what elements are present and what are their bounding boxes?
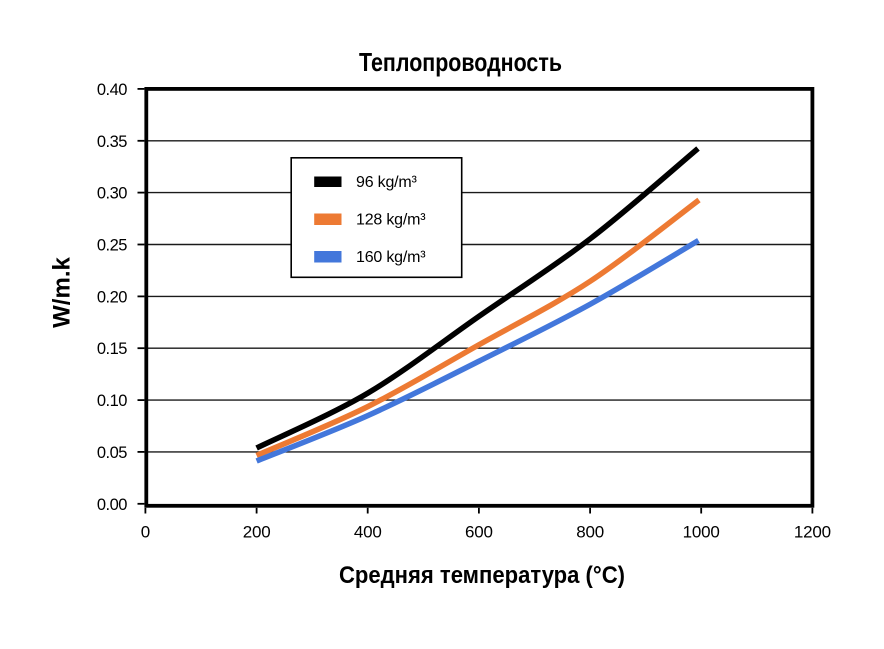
svg-text:0.05: 0.05 (97, 444, 127, 462)
svg-text:0.15: 0.15 (97, 340, 127, 358)
svg-text:96 kg/m³: 96 kg/m³ (356, 174, 418, 191)
svg-text:800: 800 (576, 523, 604, 542)
svg-text:0.00: 0.00 (97, 496, 127, 514)
svg-text:0.40: 0.40 (97, 81, 127, 99)
svg-text:0.30: 0.30 (97, 185, 127, 203)
svg-text:160 kg/m³: 160 kg/m³ (356, 249, 426, 266)
svg-text:200: 200 (243, 523, 271, 542)
svg-text:Средняя температура (°C): Средняя температура (°C) (339, 562, 625, 589)
svg-text:1000: 1000 (683, 523, 720, 542)
svg-text:400: 400 (354, 523, 382, 542)
svg-text:1200: 1200 (794, 523, 831, 542)
svg-text:0.25: 0.25 (97, 237, 127, 255)
svg-text:128 kg/m³: 128 kg/m³ (356, 212, 426, 229)
svg-text:0.20: 0.20 (97, 288, 127, 306)
svg-text:0.35: 0.35 (97, 133, 127, 151)
svg-text:0: 0 (141, 523, 150, 542)
svg-text:Теплопроводность: Теплопроводность (359, 47, 562, 77)
svg-text:W/m.k: W/m.k (48, 257, 75, 328)
svg-text:600: 600 (465, 523, 493, 542)
svg-text:0.10: 0.10 (97, 392, 127, 410)
